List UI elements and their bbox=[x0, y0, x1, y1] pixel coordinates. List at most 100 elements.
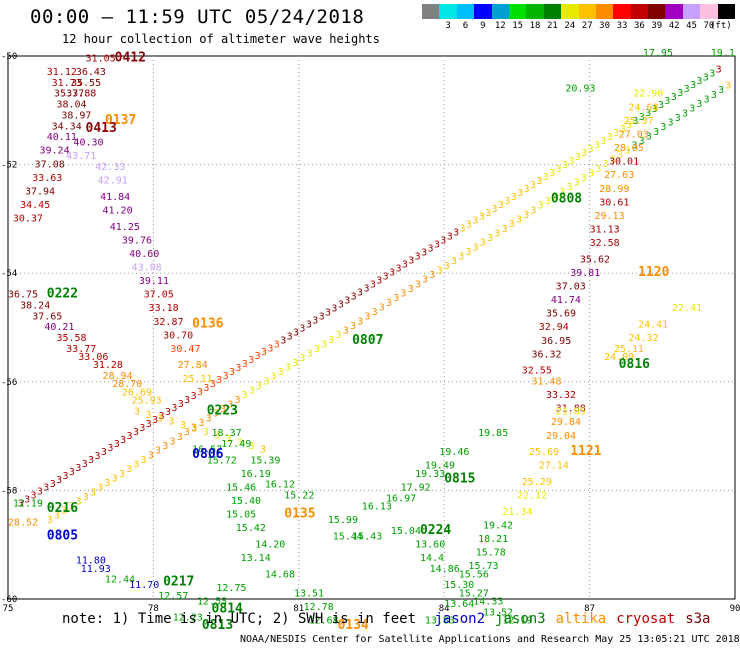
swh-track-mark: 3 bbox=[248, 355, 254, 366]
swh-track-mark: 3 bbox=[61, 506, 67, 517]
swh-track-mark: 3 bbox=[216, 375, 222, 386]
swh-track-mark: 3 bbox=[415, 252, 421, 263]
latitude-tick-label: -52 bbox=[1, 161, 17, 171]
swh-track-mark: 3 bbox=[146, 419, 152, 430]
swh-reading-label: 13.83 bbox=[425, 615, 455, 626]
swh-track-mark: 3 bbox=[191, 424, 197, 435]
swh-track-mark: 3 bbox=[120, 435, 126, 446]
swh-track-mark: 3 bbox=[271, 372, 277, 383]
track-id-label: 0815 bbox=[444, 471, 475, 486]
swh-reading-label: 25.11 bbox=[182, 374, 212, 385]
swh-track-mark: 3 bbox=[312, 315, 318, 326]
color-scale-cell bbox=[422, 4, 440, 19]
swh-reading-label: 15.56 bbox=[459, 569, 489, 580]
satellite-legend-jason3: jason3 bbox=[495, 611, 546, 627]
swh-track-mark: 3 bbox=[343, 326, 349, 337]
swh-track-mark: 3 bbox=[97, 483, 103, 494]
swh-track-mark: 3 bbox=[509, 219, 515, 230]
swh-reading-label: 16.13 bbox=[362, 501, 392, 512]
swh-track-mark: 3 bbox=[725, 81, 731, 92]
swh-track-mark: 3 bbox=[444, 261, 450, 272]
swh-reading-label: 30.70 bbox=[163, 330, 193, 341]
swh-track-mark: 3 bbox=[351, 291, 357, 302]
legend-row: note: 1) Time is in UTC; 2) SWH is in fe… bbox=[62, 611, 711, 627]
swh-track-mark: 3 bbox=[357, 287, 363, 298]
swh-reading-label: 39.24 bbox=[40, 146, 70, 157]
swh-track-mark: 3 bbox=[383, 272, 389, 283]
swh-reading-label: 33.18 bbox=[149, 303, 179, 314]
swh-reading-label: 36.32 bbox=[531, 349, 561, 360]
swh-track-mark: 3 bbox=[168, 417, 174, 428]
swh-reading-label: 15.05 bbox=[226, 510, 256, 521]
swh-track-mark: 3 bbox=[157, 413, 163, 424]
swh-track-mark: 3 bbox=[325, 307, 331, 318]
swh-track-mark: 3 bbox=[620, 124, 626, 135]
swh-track-mark: 3 bbox=[624, 145, 630, 156]
swh-reading-label: 19.49 bbox=[425, 461, 455, 472]
swh-track-mark: 3 bbox=[133, 427, 139, 438]
swh-reading-label: 12.68 bbox=[308, 615, 338, 626]
swh-track-mark: 3 bbox=[696, 99, 702, 110]
swh-reading-label: 33.77 bbox=[66, 344, 96, 355]
swh-reading-label: 36.43 bbox=[76, 67, 106, 78]
swh-reading-label: 36.95 bbox=[541, 336, 571, 347]
swh-track-mark: 3 bbox=[494, 228, 500, 239]
swh-track-mark: 3 bbox=[242, 390, 248, 401]
swh-track-mark: 3 bbox=[37, 487, 43, 498]
swh-track-mark: 3 bbox=[206, 413, 212, 424]
color-scale-label: 27 bbox=[581, 21, 593, 31]
swh-reading-label: 25.69 bbox=[529, 447, 559, 458]
swh-track-mark: 3 bbox=[255, 351, 261, 362]
swh-track-mark: 3 bbox=[293, 327, 299, 338]
swh-reading-label: 37.88 bbox=[66, 89, 96, 100]
swh-reading-label: 32.87 bbox=[153, 317, 183, 328]
swh-reading-label: 27.63 bbox=[604, 170, 634, 181]
track-id-label: 1121 bbox=[570, 444, 601, 459]
swh-track-mark: 3 bbox=[427, 244, 433, 255]
longitude-tick-label: 75 bbox=[3, 604, 14, 614]
swh-reading-label: 25.93 bbox=[132, 396, 162, 407]
swh-track-mark: 3 bbox=[395, 264, 401, 275]
swh-track-mark: 3 bbox=[581, 173, 587, 184]
swh-track-mark: 3 bbox=[69, 467, 75, 478]
swh-reading-label: 13.64 bbox=[444, 599, 474, 610]
swh-reading-label: 40.30 bbox=[73, 138, 103, 149]
latitude-tick-label: -54 bbox=[1, 269, 17, 279]
swh-track-mark: 3 bbox=[536, 176, 542, 187]
swh-track-mark: 3 bbox=[485, 208, 491, 219]
swh-track-mark: 3 bbox=[393, 293, 399, 304]
swh-track-mark: 3 bbox=[671, 92, 677, 103]
swh-reading-label: 42.33 bbox=[95, 162, 125, 173]
color-scale-label: 39 bbox=[651, 21, 663, 31]
swh-track-mark: 3 bbox=[139, 423, 145, 434]
longitude-tick-label: 78 bbox=[148, 604, 159, 614]
swh-track-mark: 3 bbox=[50, 479, 56, 490]
swh-track-mark: 3 bbox=[214, 431, 220, 442]
swh-track-mark: 3 bbox=[658, 100, 664, 111]
swh-reading-label: 24.41 bbox=[638, 320, 668, 331]
swh-reading-label: 15.27 bbox=[459, 588, 489, 599]
swh-track-mark: 3 bbox=[594, 140, 600, 151]
swh-track-mark: 3 bbox=[567, 182, 573, 193]
swh-track-mark: 3 bbox=[402, 260, 408, 271]
swh-track-mark: 3 bbox=[562, 160, 568, 171]
swh-track-mark: 3 bbox=[704, 94, 710, 105]
swh-track-mark: 3 bbox=[169, 436, 175, 447]
swh-track-mark: 3 bbox=[613, 128, 619, 139]
swh-track-mark: 3 bbox=[155, 446, 161, 457]
swh-track-mark: 3 bbox=[198, 418, 204, 429]
swh-track-mark: 3 bbox=[364, 312, 370, 323]
swh-track-mark: 3 bbox=[437, 265, 443, 276]
swh-track-mark: 3 bbox=[141, 455, 147, 466]
map-frame bbox=[7, 55, 736, 600]
swh-track-mark: 3 bbox=[588, 144, 594, 155]
swh-reading-label: 33.63 bbox=[32, 173, 62, 184]
swh-track-mark: 3 bbox=[363, 283, 369, 294]
swh-track-mark: 3 bbox=[292, 358, 298, 369]
track-id-label: 0217 bbox=[163, 574, 194, 589]
swh-reading-label: 15.78 bbox=[476, 548, 506, 559]
swh-reading-label: 19.42 bbox=[483, 520, 513, 531]
satellite-legend-cryosat: cryosat bbox=[616, 611, 676, 627]
swh-reading-label: 15.72 bbox=[207, 455, 237, 466]
track-id-label: 0816 bbox=[619, 357, 650, 372]
